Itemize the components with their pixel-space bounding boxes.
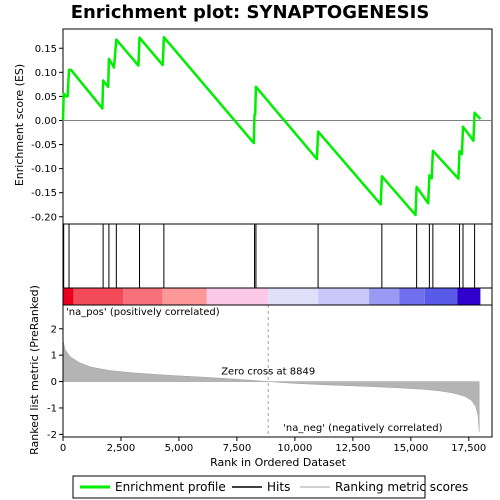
x-tick-label: 10,000 xyxy=(277,443,312,454)
x-tick-label: 0 xyxy=(60,443,66,454)
color-bar-segment xyxy=(457,288,481,305)
rank-y-tick-label: 2 xyxy=(51,324,57,335)
color-bar-segment xyxy=(206,288,269,305)
x-tick-label: 5,000 xyxy=(165,443,194,454)
hits-panel xyxy=(62,223,493,306)
es-y-tick-label: 0.00 xyxy=(35,116,57,127)
enrichment-score-panel: -0.20 -0.15 -0.10 -0.05 0.00 0.05 0.10 0.15 xyxy=(31,28,493,225)
es-axis-label: Enrichment score (ES) xyxy=(13,64,26,186)
rank-y-tick-label: 1 xyxy=(51,351,57,362)
es-y-tick-label: -0.05 xyxy=(31,140,57,151)
color-bar-segment xyxy=(424,288,458,305)
chart-title: Enrichment plot: SYNAPTOGENESIS xyxy=(71,2,430,23)
hits-frame xyxy=(62,223,493,289)
rank-y-tick-label: -2 xyxy=(47,430,57,441)
legend-label-hits: Hits xyxy=(267,480,290,494)
es-y-tick-label: 0.15 xyxy=(35,44,57,55)
legend-label-ranking: Ranking metric scores xyxy=(335,480,468,494)
x-tick-label: 7,500 xyxy=(223,443,252,454)
color-bar-segment xyxy=(318,288,370,305)
es-y-tick-label: 0.10 xyxy=(35,68,57,79)
es-y-tick-label: -0.15 xyxy=(31,188,57,199)
ranked-metric-panel: Zero cross at 8849 'na_pos' (positively c… xyxy=(47,304,493,454)
es-y-tick-label: 0.05 xyxy=(35,92,57,103)
enrichment-profile-line xyxy=(61,35,482,217)
color-bar-segment xyxy=(399,288,425,305)
rank-y-tick-label: 0 xyxy=(51,377,57,388)
rank-plot-background xyxy=(63,305,492,437)
rank-axis-label: Ranked list metric (PreRanked) xyxy=(28,285,41,455)
color-bar-segment xyxy=(123,288,163,305)
negative-correlation-label: 'na_neg' (negatively correlated) xyxy=(283,423,442,434)
legend-label-enrichment: Enrichment profile xyxy=(115,480,226,494)
x-tick-label: 12,500 xyxy=(335,443,370,454)
x-axis-label: Rank in Ordered Dataset xyxy=(210,456,347,469)
positive-correlation-label: 'na_pos' (positively correlated) xyxy=(66,307,220,318)
x-tick-label: 15,000 xyxy=(393,443,428,454)
color-bar-segment xyxy=(268,288,319,305)
legend: Enrichment profile Hits Ranking metric s… xyxy=(72,475,468,499)
color-bar-segment xyxy=(63,288,74,305)
rank-plot-frame xyxy=(62,304,493,438)
es-y-tick-label: -0.10 xyxy=(31,164,57,175)
x-tick-label: 2,500 xyxy=(107,443,136,454)
ranking-metric-area xyxy=(62,340,480,432)
rank-y-tick-label: -1 xyxy=(47,403,57,414)
es-y-tick-label: -0.20 xyxy=(31,212,57,223)
color-bar-segment xyxy=(369,288,400,305)
color-bar-segment xyxy=(162,288,207,305)
color-bar-segment xyxy=(73,288,124,305)
zero-cross-label: Zero cross at 8849 xyxy=(221,367,315,378)
x-tick-label: 17,500 xyxy=(451,443,486,454)
